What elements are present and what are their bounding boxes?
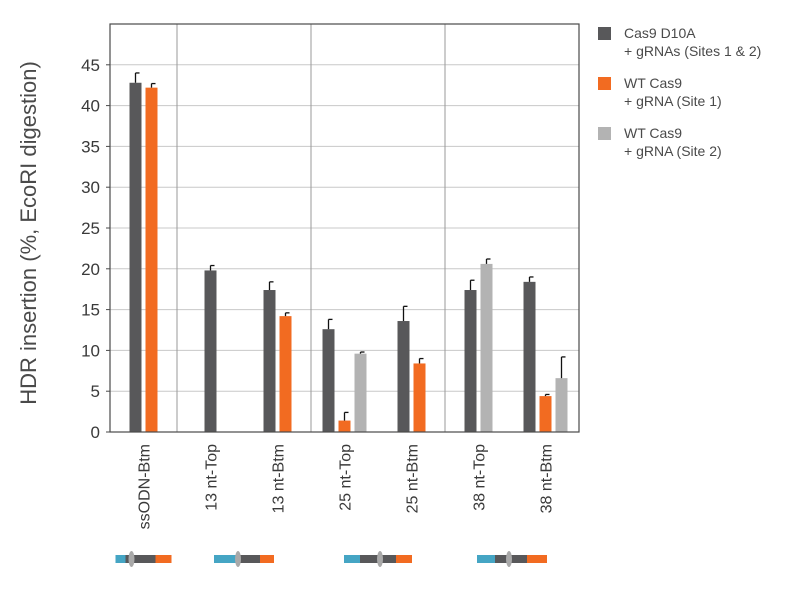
bar: [539, 396, 552, 432]
category-label: 25 nt-Btm: [405, 444, 422, 513]
schematic-segment-blue: [477, 555, 495, 563]
y-tick-label: 35: [81, 137, 100, 156]
bar: [129, 82, 142, 432]
schematic-marker: [506, 551, 512, 567]
category-label: 38 nt-Top: [472, 444, 489, 511]
legend-label-line: WT Cas9: [624, 75, 683, 91]
bar: [145, 87, 158, 432]
gridlines: [110, 24, 579, 432]
y-axis-label: HDR insertion (%, EcoRI digestion): [16, 61, 41, 405]
bar: [263, 290, 276, 432]
schematic-marker: [235, 551, 241, 567]
category-label: 13 nt-Top: [204, 444, 221, 511]
schematic-segment-blue: [344, 555, 360, 563]
category-label: 38 nt-Btm: [539, 444, 556, 513]
category-label: 13 nt-Btm: [271, 444, 288, 513]
category-label: ssODN-Btm: [137, 444, 154, 529]
oligo-schematics: [115, 551, 547, 567]
schematic-segment-dark: [236, 555, 260, 563]
bar: [204, 270, 217, 432]
y-tick-label: 40: [81, 97, 100, 116]
bar: [322, 329, 335, 432]
schematic-marker: [377, 551, 383, 567]
legend-label: Cas9 D10A + gRNAs (Sites 1 & 2): [624, 24, 794, 60]
legend-label-line: + gRNAs (Sites 1 & 2): [624, 43, 762, 59]
bar: [555, 378, 568, 432]
schematic-segment-orange: [155, 555, 172, 563]
legend-item-wt-cas9-site1: WT Cas9 + gRNA (Site 1): [598, 74, 794, 110]
legend-label-line: WT Cas9: [624, 125, 683, 141]
y-tick-label: 15: [81, 301, 100, 320]
bar: [523, 281, 536, 432]
schematic-marker: [128, 551, 135, 567]
schematic-segment-orange: [260, 555, 274, 563]
legend-item-wt-cas9-site2: WT Cas9 + gRNA (Site 2): [598, 124, 794, 160]
legend-swatch: [598, 127, 611, 140]
legend-label-line: + gRNA (Site 1): [624, 93, 722, 109]
schematic-segment-dark: [125, 555, 156, 563]
schematic-segment-blue: [115, 555, 126, 563]
legend-swatch: [598, 27, 611, 40]
y-tick-label: 0: [91, 423, 100, 442]
bar: [397, 321, 410, 432]
legend-swatch: [598, 77, 611, 90]
category-label: 25 nt-Top: [338, 444, 355, 511]
schematic-segment-blue: [214, 555, 236, 563]
category-labels: ssODN-Btm 13 nt-Top 13 nt-Btm 25 nt-Top 25 n…: [137, 444, 556, 529]
y-tick-label: 45: [81, 56, 100, 75]
y-tick-label: 10: [81, 341, 100, 360]
y-tick-label: 30: [81, 178, 100, 197]
bar: [354, 353, 367, 432]
y-tick-labels: 0 5 10 15 20 25 30 35 40 45: [81, 56, 110, 442]
legend-label-line: Cas9 D10A: [624, 25, 696, 41]
chart-legend: Cas9 D10A + gRNAs (Sites 1 & 2) WT Cas9 + …: [598, 24, 794, 174]
bars: [129, 72, 568, 432]
legend-label-line: + gRNA (Site 2): [624, 143, 722, 159]
bar: [279, 316, 292, 432]
y-tick-label: 20: [81, 260, 100, 279]
legend-label: WT Cas9 + gRNA (Site 2): [624, 124, 794, 160]
bar: [338, 420, 351, 432]
legend-item-cas9-d10a: Cas9 D10A + gRNAs (Sites 1 & 2): [598, 24, 794, 60]
bar: [413, 363, 426, 432]
legend-label: WT Cas9 + gRNA (Site 1): [624, 74, 794, 110]
y-tick-label: 5: [91, 382, 100, 401]
schematic-segment-orange: [527, 555, 547, 563]
schematic-segment-orange: [396, 555, 412, 563]
bar: [480, 263, 493, 432]
y-tick-label: 25: [81, 219, 100, 238]
bar: [464, 290, 477, 432]
